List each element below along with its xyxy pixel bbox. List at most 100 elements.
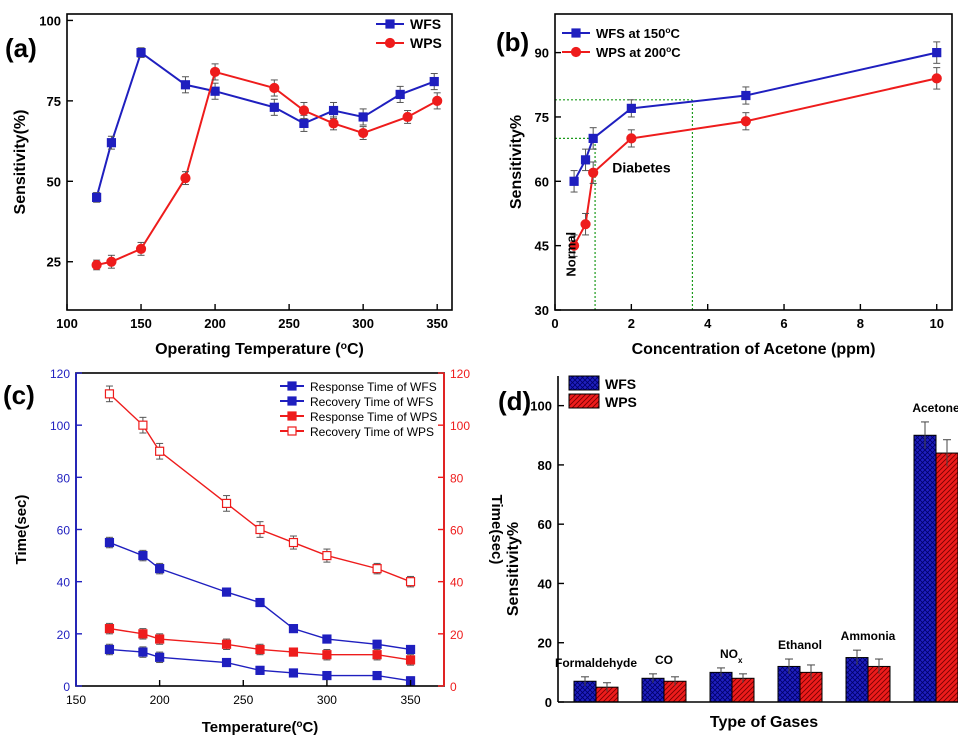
legend-marker bbox=[287, 426, 297, 436]
y-tick-label: 60 bbox=[535, 174, 549, 189]
category-label: Ethanol bbox=[778, 638, 822, 652]
data-point bbox=[221, 498, 232, 509]
category-label: NOx bbox=[720, 647, 743, 665]
y-tick-label: 50 bbox=[47, 174, 61, 189]
legend-label: WPS bbox=[410, 35, 442, 51]
chart-panel-d: Formaldehyde CO NOx Ethanol Ammonia Acetone 0 2… bbox=[505, 375, 958, 731]
legend-marker bbox=[570, 46, 582, 58]
y2-tick-label: 0 bbox=[450, 680, 457, 694]
legend-label: WFS bbox=[605, 376, 636, 392]
data-point bbox=[429, 76, 439, 87]
x-tick-label: 2 bbox=[628, 316, 635, 331]
series-line bbox=[109, 541, 411, 651]
data-point bbox=[740, 116, 751, 127]
data-point bbox=[180, 80, 191, 90]
x-tick-label: 150 bbox=[66, 693, 86, 707]
data-point bbox=[180, 172, 191, 184]
y2-tick-label: 80 bbox=[450, 471, 464, 485]
bar bbox=[913, 434, 937, 703]
x-tick-label: 200 bbox=[150, 693, 170, 707]
y-tick-label: 60 bbox=[538, 517, 552, 532]
legend-marker bbox=[287, 411, 297, 421]
x-tick-label: 100 bbox=[56, 316, 78, 331]
data-point bbox=[221, 657, 232, 668]
y2-tick-label: 60 bbox=[450, 524, 464, 538]
y-tick-label: 100 bbox=[50, 419, 70, 433]
legend-swatch bbox=[568, 375, 600, 391]
data-point bbox=[402, 111, 413, 123]
data-point bbox=[288, 624, 299, 634]
panel-label-c: (c) bbox=[3, 380, 35, 410]
data-point bbox=[588, 167, 599, 178]
y-axis-label: Sensitivity% bbox=[505, 522, 522, 616]
y-tick-label: 0 bbox=[545, 695, 552, 710]
legend-label: Response Time of WPS bbox=[310, 410, 437, 424]
x-tick-label: 8 bbox=[857, 316, 864, 331]
data-point bbox=[588, 133, 598, 144]
legend-label: WFS bbox=[410, 16, 441, 32]
data-point bbox=[104, 389, 115, 399]
data-point bbox=[106, 138, 117, 148]
data-point bbox=[580, 219, 591, 230]
data-point bbox=[328, 105, 339, 116]
data-point bbox=[255, 644, 265, 655]
x-tick-label: 250 bbox=[278, 316, 300, 331]
data-point bbox=[138, 629, 148, 639]
data-point bbox=[138, 647, 148, 657]
legend-marker bbox=[287, 396, 297, 406]
y-axis-label: Sensitivity% bbox=[508, 115, 525, 209]
bar bbox=[935, 452, 958, 703]
series-line bbox=[96, 70, 438, 266]
x-tick-label: 6 bbox=[780, 316, 787, 331]
y-tick-label: 25 bbox=[47, 255, 61, 270]
category-label: Acetone bbox=[912, 401, 958, 415]
data-point bbox=[322, 650, 332, 660]
data-point bbox=[269, 82, 280, 94]
data-point bbox=[155, 634, 165, 644]
data-point bbox=[104, 624, 115, 634]
legend-label: WPS bbox=[605, 394, 637, 410]
legend-label: Recovery Time of WPS bbox=[310, 425, 434, 439]
data-point bbox=[255, 524, 265, 535]
x-tick-label: 250 bbox=[233, 693, 253, 707]
legend-label: Response Time of WFS bbox=[310, 380, 437, 394]
y-tick-label: 45 bbox=[535, 239, 549, 254]
data-point bbox=[358, 127, 369, 139]
legend-label: WFS at 150oC bbox=[596, 25, 681, 41]
y-tick-label: 100 bbox=[39, 13, 61, 28]
data-point bbox=[932, 48, 942, 58]
x-axis-label: Concentration of Acetone (ppm) bbox=[632, 341, 876, 358]
y-tick-label: 75 bbox=[47, 94, 61, 109]
category-label: CO bbox=[655, 653, 673, 667]
x-tick-label: 4 bbox=[704, 316, 712, 331]
legend-marker bbox=[384, 37, 396, 49]
data-point bbox=[288, 647, 299, 657]
data-point bbox=[568, 240, 580, 251]
x-tick-label: 10 bbox=[929, 316, 943, 331]
data-point bbox=[221, 639, 232, 649]
data-point bbox=[322, 634, 332, 644]
data-point bbox=[104, 537, 115, 548]
y-axis-label: Time(sec) bbox=[13, 495, 30, 565]
plot-frame bbox=[554, 13, 953, 311]
legend-label: WPS at 200oC bbox=[596, 44, 681, 60]
data-point bbox=[405, 577, 416, 587]
y2-tick-label: 20 bbox=[450, 628, 464, 642]
data-point bbox=[328, 118, 339, 129]
data-point bbox=[432, 95, 443, 106]
y-tick-label: 0 bbox=[63, 680, 70, 694]
x-tick-label: 300 bbox=[352, 316, 374, 331]
y-tick-label: 100 bbox=[530, 399, 552, 414]
y-tick-label: 80 bbox=[538, 458, 552, 473]
y-tick-label: 30 bbox=[535, 303, 549, 318]
chart-panel-b: 0 2 4 6 8 10 30 45 60 75 90 Concentration of Aceton… bbox=[508, 13, 953, 358]
data-point bbox=[741, 90, 751, 101]
plot-frame bbox=[66, 13, 453, 311]
data-point bbox=[269, 102, 279, 112]
y-axis-label: Sensitivity(%) bbox=[12, 110, 29, 215]
y-tick-label: 60 bbox=[57, 524, 71, 538]
data-point bbox=[155, 564, 165, 574]
data-point bbox=[155, 446, 165, 456]
x-tick-label: 150 bbox=[130, 316, 152, 331]
